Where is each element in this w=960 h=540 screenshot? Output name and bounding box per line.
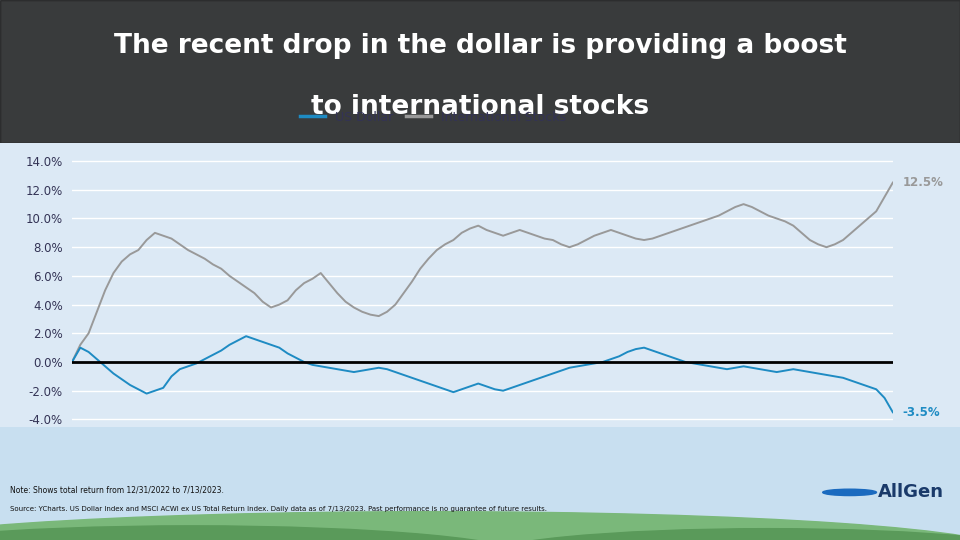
Ellipse shape (0, 512, 960, 540)
Text: Source: YCharts. US Dollar Index and MSCI ACWI ex US Total Return Index. Daily d: Source: YCharts. US Dollar Index and MSC… (10, 506, 546, 512)
Legend: US Dollar, International Stocks: US Dollar, International Stocks (296, 106, 571, 129)
Text: The recent drop in the dollar is providing a boost: The recent drop in the dollar is providi… (113, 33, 847, 59)
Text: AllGen: AllGen (878, 483, 945, 501)
Ellipse shape (0, 526, 528, 540)
Text: to international stocks: to international stocks (311, 94, 649, 120)
Text: Note: Shows total return from 12/31/2022 to 7/13/2023.: Note: Shows total return from 12/31/2022… (10, 485, 224, 495)
Text: 12.5%: 12.5% (902, 176, 944, 189)
Ellipse shape (480, 529, 960, 540)
Circle shape (823, 489, 876, 496)
Text: -3.5%: -3.5% (902, 406, 941, 419)
